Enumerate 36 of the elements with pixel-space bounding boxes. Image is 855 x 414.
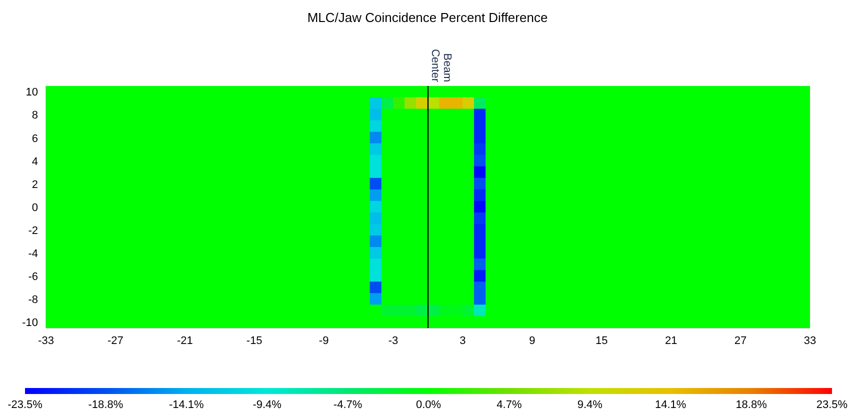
x-tick-label: -33 (38, 334, 54, 347)
color-bar-label: -18.8% (88, 399, 124, 411)
y-tick-label: -8 (28, 294, 38, 306)
color-bar-label: 0.0% (416, 399, 442, 411)
y-tick-label: 10 (26, 86, 38, 99)
chart-title: MLC/Jaw Coincidence Percent Difference (306, 10, 549, 25)
x-tick-label: -3 (388, 334, 398, 347)
y-tick-label: -10 (22, 317, 38, 330)
color-bar-label: 23.5% (816, 399, 848, 411)
color-bar-label: 18.8% (736, 399, 768, 411)
y-tick-label: -6 (28, 271, 38, 284)
y-tick-label: 4 (32, 156, 38, 168)
color-bar-label: -23.5% (8, 399, 43, 411)
x-tick-label: 27 (734, 334, 747, 347)
color-bar-label: 14.1% (655, 399, 686, 411)
x-tick-label: -15 (246, 334, 262, 347)
x-tick-label: 15 (596, 334, 608, 347)
x-tick-label: -27 (108, 334, 124, 347)
x-tick-label: 3 (460, 334, 466, 347)
color-bar-label: 9.4% (577, 399, 603, 411)
color-bar-label: -14.1% (168, 399, 204, 411)
color-bar-label: -4.7% (333, 399, 362, 411)
y-tick-label: -2 (28, 224, 38, 237)
x-tick-label: -21 (176, 334, 193, 347)
ref-line-label: Beam Center (429, 48, 453, 82)
x-tick-label: 9 (529, 334, 536, 347)
y-tick-label: 6 (32, 132, 38, 145)
y-tick-label: 2 (32, 178, 38, 191)
y-tick-label: 0 (32, 202, 38, 214)
y-tick-label: -4 (28, 248, 38, 260)
x-tick-label: 33 (804, 334, 816, 347)
color-bar-label: 4.7% (496, 399, 522, 411)
y-tick-label: 8 (32, 110, 38, 122)
color-bar-label: -9.4% (252, 399, 282, 411)
x-tick-label: 21 (664, 334, 678, 347)
x-tick-label: -9 (318, 334, 329, 347)
